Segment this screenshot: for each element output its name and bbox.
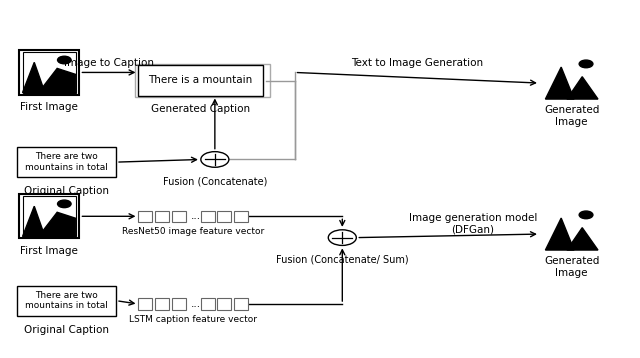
- Text: There is a mountain: There is a mountain: [148, 76, 253, 86]
- FancyBboxPatch shape: [234, 211, 248, 222]
- FancyBboxPatch shape: [201, 298, 215, 310]
- FancyBboxPatch shape: [134, 64, 270, 97]
- Text: Fusion (Concatenate): Fusion (Concatenate): [163, 176, 267, 187]
- FancyBboxPatch shape: [22, 196, 76, 237]
- Text: Fusion (Concatenate/ Sum): Fusion (Concatenate/ Sum): [276, 255, 408, 265]
- FancyBboxPatch shape: [218, 298, 232, 310]
- Text: ...: ...: [191, 299, 201, 309]
- Polygon shape: [38, 212, 76, 237]
- Text: ResNet50 image feature vector: ResNet50 image feature vector: [122, 227, 264, 236]
- FancyBboxPatch shape: [19, 50, 79, 95]
- FancyBboxPatch shape: [138, 211, 152, 222]
- FancyBboxPatch shape: [138, 298, 152, 310]
- Polygon shape: [545, 218, 574, 250]
- FancyBboxPatch shape: [155, 211, 169, 222]
- Polygon shape: [38, 68, 76, 93]
- Polygon shape: [567, 77, 598, 99]
- FancyBboxPatch shape: [138, 65, 262, 96]
- Text: Generated
Image: Generated Image: [544, 105, 600, 127]
- Text: Image generation model
(DFGan): Image generation model (DFGan): [409, 213, 537, 234]
- FancyBboxPatch shape: [155, 298, 169, 310]
- Text: Generated
Image: Generated Image: [544, 256, 600, 278]
- Polygon shape: [22, 206, 45, 237]
- Text: There are two
mountains in total: There are two mountains in total: [25, 153, 108, 172]
- Text: LSTM caption feature vector: LSTM caption feature vector: [129, 315, 257, 324]
- FancyBboxPatch shape: [218, 211, 232, 222]
- FancyBboxPatch shape: [234, 298, 248, 310]
- Circle shape: [579, 211, 593, 219]
- Text: Text to Image Generation: Text to Image Generation: [351, 58, 483, 68]
- Circle shape: [579, 60, 593, 68]
- Circle shape: [58, 200, 71, 208]
- Polygon shape: [22, 62, 45, 93]
- Text: ...: ...: [191, 211, 201, 221]
- Text: Generated Caption: Generated Caption: [151, 105, 250, 115]
- Text: Original Caption: Original Caption: [24, 325, 109, 335]
- Text: First Image: First Image: [20, 102, 78, 112]
- Text: There are two
mountains in total: There are two mountains in total: [25, 291, 108, 310]
- Polygon shape: [567, 228, 598, 250]
- FancyBboxPatch shape: [19, 194, 79, 238]
- FancyBboxPatch shape: [172, 298, 186, 310]
- FancyBboxPatch shape: [172, 211, 186, 222]
- FancyBboxPatch shape: [17, 286, 116, 316]
- FancyBboxPatch shape: [201, 211, 215, 222]
- Circle shape: [58, 56, 71, 64]
- Text: Original Caption: Original Caption: [24, 186, 109, 196]
- Text: Image to Caption: Image to Caption: [64, 58, 154, 68]
- Polygon shape: [545, 67, 574, 99]
- Circle shape: [201, 152, 229, 167]
- FancyBboxPatch shape: [17, 147, 116, 177]
- Circle shape: [328, 230, 356, 246]
- FancyBboxPatch shape: [22, 52, 76, 93]
- Text: First Image: First Image: [20, 246, 78, 256]
